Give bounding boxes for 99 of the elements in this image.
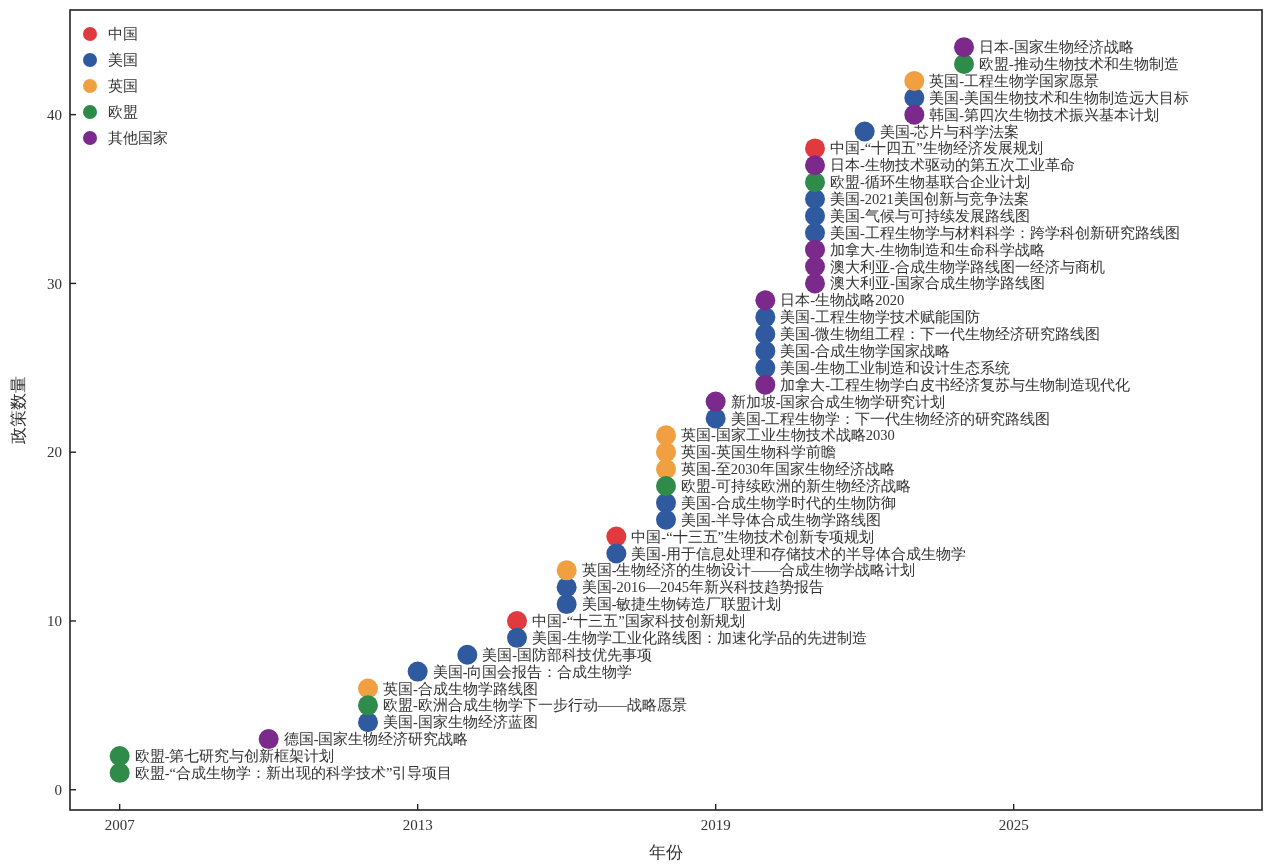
point — [805, 205, 825, 226]
y-tick-label: 40 — [47, 106, 62, 123]
annotation: 德国-国家生物经济研究战略 — [283, 731, 469, 748]
point — [705, 408, 726, 429]
point — [904, 104, 925, 125]
legend-label: 英国 — [108, 78, 138, 95]
annotation: 美国-气候与可持续发展路线图 — [830, 207, 1030, 224]
point — [755, 290, 776, 311]
point — [556, 560, 577, 581]
annotation: 欧盟-欧洲合成生物学下一步行动——战略愿景 — [383, 697, 687, 714]
y-axis-title: 政策数量 — [9, 376, 28, 444]
annotation: 中国-“十四五”生物经济发展规划 — [830, 140, 1043, 157]
x-tick-label: 2019 — [700, 817, 731, 833]
point — [109, 745, 130, 766]
annotation: 美国-微生物组工程：下一代生物经济研究路线图 — [780, 326, 1101, 343]
annotation: 英国-至2030年国家生物经济战略 — [681, 461, 895, 478]
annotation: 欧盟-“合成生物学：新出现的科学技术”引导项目 — [134, 764, 453, 781]
point — [805, 172, 825, 193]
annotation: 新加坡-国家合成生物学研究计划 — [730, 393, 946, 410]
point — [606, 526, 627, 547]
annotation: 美国-国防部科技优先事项 — [482, 646, 653, 663]
point — [407, 661, 428, 682]
annotation: 美国-生物工业制造和设计生态系统 — [780, 359, 1011, 376]
y-tick-label: 30 — [47, 275, 62, 292]
point — [109, 762, 130, 783]
point — [606, 543, 627, 564]
annotation: 澳大利亚-国家合成生物学路线图 — [830, 275, 1045, 292]
annotation: 中国-“十三五”生物技术创新专项规划 — [631, 528, 875, 545]
point — [457, 644, 478, 665]
annotation: 美国-美国生物技术和生物制造远大目标 — [929, 89, 1190, 106]
annotation: 欧盟-可持续欧洲的新生物经济战略 — [681, 478, 911, 495]
annotation: 加拿大-工程生物学白皮书经济复苏与生物制造现代化 — [780, 376, 1131, 393]
point — [755, 324, 776, 345]
x-axis-title: 年份 — [649, 843, 683, 862]
point — [358, 712, 378, 733]
annotation: 美国-2021美国创新与竞争法案 — [830, 191, 1029, 208]
point — [755, 374, 776, 395]
point — [656, 425, 676, 446]
annotation: 韩国-第四次生物技术振兴基本计划 — [929, 106, 1160, 123]
annotation: 中国-“十三五”国家科技创新规划 — [532, 613, 745, 630]
point — [954, 37, 974, 58]
annotation: 美国-合成生物学时代的生物防御 — [681, 494, 896, 511]
point — [358, 695, 378, 716]
legend-label: 其他国家 — [108, 130, 168, 147]
annotation: 日本-生物技术驱动的第五次工业革命 — [830, 157, 1075, 174]
annotation: 英国-工程生物学国家愿景 — [929, 72, 1100, 89]
annotation: 欧盟-第七研究与创新框架计划 — [134, 748, 335, 765]
annotation: 美国-向国会报告：合成生物学 — [432, 663, 633, 680]
point — [556, 577, 577, 598]
point — [904, 70, 925, 91]
point — [805, 256, 825, 277]
annotation: 日本-国家生物经济战略 — [979, 39, 1134, 56]
point — [656, 509, 676, 530]
point — [755, 340, 776, 361]
point — [556, 594, 577, 615]
point — [656, 475, 676, 496]
point — [507, 627, 527, 648]
annotation: 欧盟-循环生物基联合企业计划 — [830, 174, 1030, 191]
point — [656, 442, 676, 463]
annotation: 美国-工程生物学：下一代生物经济的研究路线图 — [730, 410, 1051, 427]
point — [954, 54, 974, 75]
legend-label: 美国 — [108, 52, 138, 69]
point — [805, 273, 825, 294]
annotation: 日本-生物战略2020 — [780, 292, 905, 309]
annotation: 欧盟-推动生物技术和生物制造 — [979, 56, 1179, 73]
point — [805, 189, 825, 210]
annotation: 加拿大-生物制造和生命科学战略 — [830, 241, 1045, 258]
annotation: 英国-合成生物学路线图 — [383, 680, 538, 697]
annotation: 英国-英国生物科学前瞻 — [681, 444, 836, 461]
point — [805, 155, 825, 176]
annotation: 美国-工程生物学与材料科学：跨学科创新研究路线图 — [830, 224, 1180, 241]
x-tick-label: 2025 — [998, 817, 1029, 833]
annotation: 美国-生物学工业化路线图：加速化学品的先进制造 — [532, 629, 867, 646]
y-tick-label: 20 — [47, 444, 62, 461]
annotation: 美国-用于信息处理和存储技术的半导体合成生物学 — [631, 545, 967, 562]
point — [358, 678, 378, 699]
point — [805, 138, 825, 159]
annotation: 美国-敏捷生物铸造厂联盟计划 — [581, 596, 782, 613]
point — [656, 492, 676, 513]
annotation: 美国-2016—2045年新兴科技趋势报告 — [581, 579, 825, 596]
annotation: 美国-国家生物经济蓝图 — [383, 714, 538, 731]
annotation: 美国-半导体合成生物学路线图 — [681, 511, 881, 528]
x-tick-label: 2007 — [104, 817, 136, 833]
point — [705, 391, 726, 412]
y-tick-label: 0 — [54, 782, 62, 798]
annotation: 英国-国家工业生物技术战略2030 — [681, 427, 895, 444]
point — [854, 121, 875, 142]
annotation: 美国-合成生物学国家战略 — [780, 343, 951, 359]
x-tick-label: 2013 — [402, 817, 433, 833]
point — [755, 307, 776, 328]
y-tick-label: 10 — [47, 613, 62, 630]
annotation: 美国-工程生物学技术赋能国防 — [780, 309, 981, 326]
legend-label: 欧盟 — [108, 104, 138, 121]
point — [805, 239, 825, 260]
annotation: 英国-生物经济的生物设计——合成生物学战略计划 — [581, 562, 916, 579]
annotation: 澳大利亚-合成生物学路线图一经济与商机 — [830, 258, 1105, 275]
annotation: 美国-芯片与科学法案 — [879, 123, 1020, 140]
point — [507, 610, 527, 631]
legend-label: 中国 — [108, 26, 138, 43]
